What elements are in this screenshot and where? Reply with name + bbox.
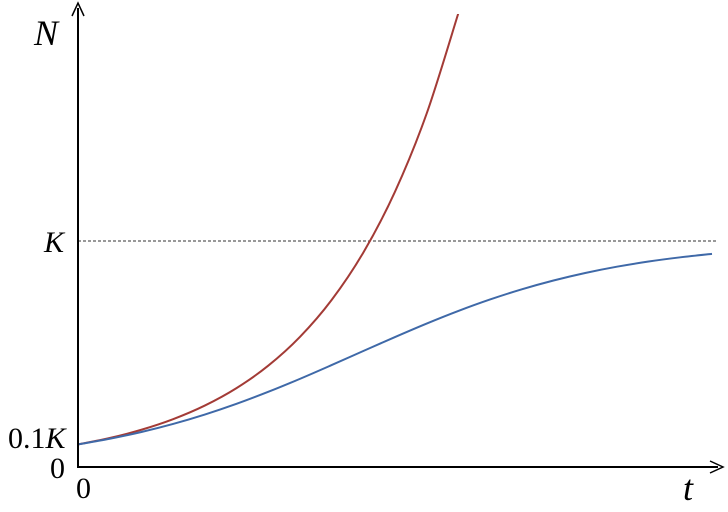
y-tick-label-K: K bbox=[43, 226, 66, 259]
logistic-curve bbox=[77, 252, 713, 446]
x-axis-arrow bbox=[709, 460, 725, 474]
y-tick-label-0: 0 bbox=[50, 452, 65, 485]
x-tick-label: 0 bbox=[76, 472, 91, 505]
x-axis-label: t bbox=[683, 468, 694, 508]
y-tick-label-0.1K: 0.1K bbox=[8, 422, 68, 455]
y-axis-arrow bbox=[71, 1, 85, 17]
y-axis-label: N bbox=[33, 13, 60, 53]
exponential-curve bbox=[77, 14, 460, 446]
